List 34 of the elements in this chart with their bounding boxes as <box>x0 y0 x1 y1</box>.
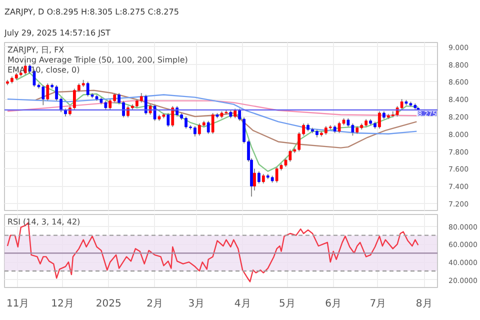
candlestick <box>171 106 174 128</box>
candlestick <box>211 112 214 134</box>
candlestick <box>234 108 237 119</box>
candlestick <box>166 112 170 128</box>
x-tick-label: 6月 <box>325 298 342 310</box>
line-series <box>6 94 418 134</box>
candlestick <box>262 173 265 184</box>
x-tick-label: 2月 <box>146 298 163 310</box>
annotation: ZARJPY, 日, FX <box>8 46 65 54</box>
x-tick-label: 7月 <box>370 298 386 310</box>
candlestick <box>206 120 210 134</box>
candlestick <box>108 98 112 110</box>
candlestick <box>176 106 179 117</box>
x-tick-label: 5月 <box>279 298 296 310</box>
annotation: Moving Average Triple (50, 100, 200, Simple) <box>8 56 188 64</box>
chart-title: July 29, 2025 14:57:16 JST <box>4 28 111 38</box>
chart-subtitle: ZARJPY, D O:8.295 H:8.305 L:8.275 C:8.275 <box>4 8 179 16</box>
candlestick <box>258 170 260 184</box>
candlestick <box>144 94 148 116</box>
line-series <box>16 72 419 172</box>
candlestick <box>378 110 381 130</box>
x-tick-label: 8月 <box>416 298 432 310</box>
annotation: RSI (14, 3, 14, 42) <box>8 218 80 226</box>
candlestick <box>153 104 156 122</box>
candlestick <box>140 92 143 104</box>
x-tick-label: 2025 <box>96 298 122 310</box>
x-tick-label: 11月 <box>6 298 30 310</box>
candlestick <box>46 82 50 102</box>
x-tick-label: 4月 <box>234 298 251 310</box>
x-tick-label: 12月 <box>51 298 74 310</box>
candlestick <box>42 84 45 106</box>
x-tick-label: 3月 <box>188 298 205 310</box>
candlestick <box>253 168 256 191</box>
line-series <box>35 90 418 148</box>
